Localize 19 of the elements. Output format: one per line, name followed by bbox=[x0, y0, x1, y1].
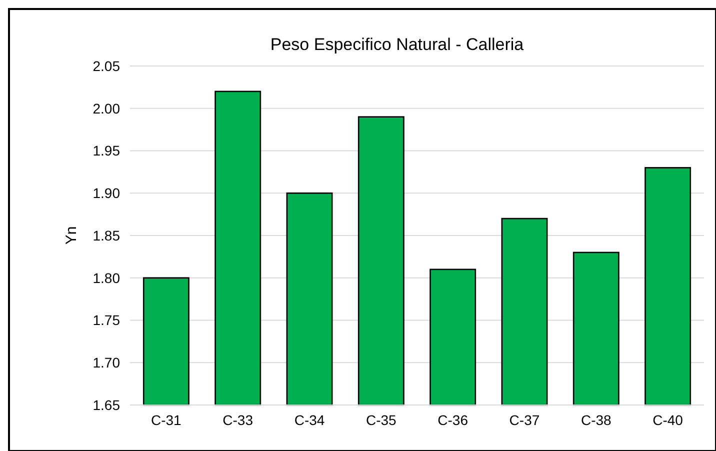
x-tick-label: C-35 bbox=[366, 412, 397, 428]
y-tick-label: 1.95 bbox=[92, 142, 120, 159]
x-tick-label: C-38 bbox=[580, 412, 612, 428]
y-tick-label: 1.75 bbox=[92, 312, 120, 328]
chart-title: Peso Especifico Natural - Calleria bbox=[270, 35, 524, 54]
x-tick-label: C-40 bbox=[652, 412, 684, 428]
x-tick-label: C-34 bbox=[294, 412, 325, 428]
y-tick-label: 2.05 bbox=[92, 58, 120, 74]
x-tick-label: C-36 bbox=[438, 412, 468, 428]
y-tick-label: 1.80 bbox=[92, 270, 120, 286]
x-tick-label: C-37 bbox=[509, 412, 540, 428]
y-tick-label: 1.65 bbox=[92, 396, 120, 413]
x-tick-label: C-31 bbox=[151, 412, 182, 428]
y-tick-label: 1.90 bbox=[92, 185, 120, 202]
y-axis-title: Yn bbox=[63, 226, 80, 245]
y-tick-label: 1.70 bbox=[92, 354, 120, 371]
y-tick-label: 2.00 bbox=[92, 100, 120, 116]
y-tick-label: 1.85 bbox=[92, 227, 120, 244]
x-tick-label: C-33 bbox=[222, 412, 254, 428]
